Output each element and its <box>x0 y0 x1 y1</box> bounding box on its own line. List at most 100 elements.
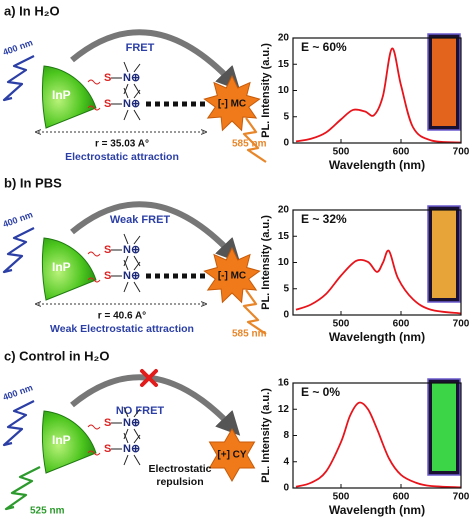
distance-label: r = 35.03 A° <box>95 139 149 150</box>
interaction-label: Weak Electrostatic attraction <box>50 323 194 335</box>
ammonium-label: N⊕ <box>123 443 140 455</box>
x-tick-label: 700 <box>453 492 470 503</box>
inset-emission <box>432 38 456 126</box>
dye-label: [-] MC <box>218 271 246 282</box>
spectrum-chart: 0 5 10 15 20 500 600 700 E ~ 60% Wavelength (nm) P… <box>260 33 470 173</box>
y-tick-label: 16 <box>278 378 290 389</box>
ammonium-label: N⊕ <box>123 72 140 84</box>
emission-bolt <box>4 466 41 511</box>
inset-emission <box>432 210 456 298</box>
particle-label: InP <box>52 433 71 447</box>
x-tick-label: 500 <box>333 147 350 158</box>
efficiency-annotation: E ~ 32% <box>301 212 347 226</box>
y-axis-label: PL. Intensity (a.u.) <box>260 215 272 310</box>
dye-star <box>203 246 261 304</box>
x-tick-label: 700 <box>453 319 470 330</box>
methyl-groups <box>123 87 141 121</box>
quantum-dot <box>41 65 97 129</box>
x-tick-label: 500 <box>333 492 350 503</box>
excitation-label: 400 nm <box>1 382 34 402</box>
y-tick-label: 5 <box>283 111 289 122</box>
y-axis-label: PL. Intensity (a.u.) <box>260 43 272 138</box>
particle-label: InP <box>52 88 71 102</box>
ligand-chain <box>87 79 101 85</box>
excitation-bolt <box>2 227 35 274</box>
transfer-arrow <box>70 201 241 263</box>
y-axis-label: PL. Intensity (a.u.) <box>260 388 272 483</box>
plot-frame <box>292 37 462 144</box>
panel-label: c) Control in H₂O <box>4 348 109 363</box>
x-tick-label: 600 <box>393 147 410 158</box>
sulfur-label: S <box>104 244 111 256</box>
excitation-bolt <box>2 55 35 102</box>
x-tick-label: 500 <box>333 319 350 330</box>
dye-star <box>203 74 261 132</box>
x-tick-label: 600 <box>393 319 410 330</box>
interaction-label: repulsion <box>156 476 203 488</box>
panel-diagram: c) Control in H₂O 400 nm InP NO FRET S N⊕ S N⊕ [… <box>1 348 256 517</box>
sulfur-label: S <box>104 98 111 110</box>
dye-label: [-] MC <box>218 99 246 110</box>
emission-label: 585 nm <box>232 329 267 340</box>
ligand-chain <box>87 450 101 456</box>
efficiency-annotation: E ~ 60% <box>301 40 347 54</box>
transfer-arrow <box>70 374 241 436</box>
spectrum-line <box>295 47 462 144</box>
sulfur-label: S <box>104 443 111 455</box>
x-axis-label: Wavelength (nm) <box>329 503 425 517</box>
sulfur-label: S <box>104 417 111 429</box>
quantum-dot <box>41 237 97 301</box>
plot-frame <box>292 382 462 489</box>
emission-label: 525 nm <box>30 506 65 517</box>
transfer-label: Weak FRET <box>110 214 171 226</box>
y-tick-label: 0 <box>283 138 289 149</box>
panel-diagram: b) In PBS 400 nm InP Weak FRET S N⊕ S N⊕ [-] MC 5… <box>1 175 267 340</box>
distance-label: r = 40.6 A° <box>98 311 146 322</box>
panel-label: b) In PBS <box>4 175 62 190</box>
y-tick-label: 4 <box>283 456 289 467</box>
methyl-groups <box>123 406 141 440</box>
ligand-chain <box>87 277 101 283</box>
methyl-groups <box>123 432 141 466</box>
ammonium-label: N⊕ <box>123 98 140 110</box>
x-tick-label: 700 <box>453 147 470 158</box>
spectrum-chart: 0 5 10 15 20 500 600 700 E ~ 32% Wavelength (nm) P… <box>260 205 470 345</box>
y-tick-label: 15 <box>278 231 290 242</box>
sulfur-label: S <box>104 270 111 282</box>
inset-emission <box>432 383 456 471</box>
emission-label: 585 nm <box>232 139 267 150</box>
y-tick-label: 10 <box>278 257 290 268</box>
x-axis-label: Wavelength (nm) <box>329 158 425 172</box>
transfer-arrow <box>70 29 241 91</box>
methyl-groups <box>123 233 141 267</box>
y-tick-label: 15 <box>278 59 290 70</box>
efficiency-annotation: E ~ 0% <box>301 385 340 399</box>
sulfur-label: S <box>104 72 111 84</box>
transfer-label: FRET <box>126 42 155 54</box>
methyl-groups <box>123 259 141 293</box>
x-tick-label: 600 <box>393 492 410 503</box>
excitation-bolt <box>2 400 35 447</box>
y-tick-label: 12 <box>278 404 290 415</box>
transfer-label: NO FRET <box>116 405 165 417</box>
dye-label: [+] CY <box>217 450 247 461</box>
x-axis-label: Wavelength (nm) <box>329 330 425 344</box>
blocked-mark <box>140 369 158 387</box>
methyl-groups <box>123 61 141 95</box>
excitation-label: 400 nm <box>1 209 34 229</box>
dye-star <box>208 427 256 483</box>
y-tick-label: 10 <box>278 85 290 96</box>
ligand-chain <box>87 424 101 430</box>
spectrum-line <box>295 401 462 489</box>
emission-bolt <box>242 289 267 335</box>
y-tick-label: 0 <box>283 310 289 321</box>
y-tick-label: 0 <box>283 483 289 494</box>
y-tick-label: 20 <box>278 33 290 44</box>
interaction-label: Electrostatic attraction <box>65 151 179 163</box>
ammonium-label: N⊕ <box>123 270 140 282</box>
excitation-label: 400 nm <box>1 37 34 57</box>
emission-bolt <box>242 117 267 163</box>
plot-frame <box>292 209 462 316</box>
ammonium-label: N⊕ <box>123 244 140 256</box>
